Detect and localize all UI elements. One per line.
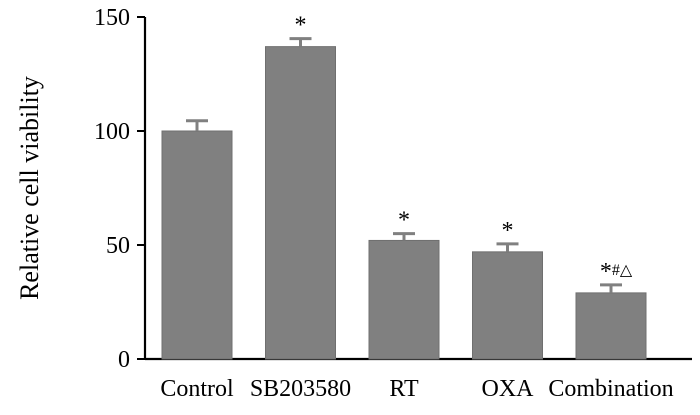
bar-oxa	[472, 251, 543, 360]
significance-marker-combination: *#△	[600, 259, 633, 285]
x-category-label-oxa: OXA	[482, 376, 535, 402]
bar-rt	[368, 239, 440, 360]
bar-control	[161, 130, 233, 360]
x-category-label-combination: Combination	[548, 376, 673, 402]
bar-combination	[575, 292, 647, 360]
significance-marker-rt: *	[398, 208, 410, 234]
y-tick-label: 150	[94, 5, 130, 31]
chart-layer: 0 50 100 150 Relative cell viability Control S…	[15, 5, 692, 402]
y-tick-label: 50	[106, 233, 130, 259]
significance-marker-oxa: *	[502, 218, 514, 244]
x-category-label-control: Control	[160, 376, 234, 402]
y-tick-label: 0	[118, 347, 130, 373]
x-category-label-sb203580: SB203580	[250, 376, 351, 402]
y-tick-label: 100	[94, 119, 130, 145]
x-category-label-rt: RT	[389, 376, 419, 402]
significance-marker-sb203580: *	[295, 13, 307, 39]
y-axis-title: Relative cell viability	[15, 76, 44, 300]
bar-sb203580	[265, 46, 336, 360]
